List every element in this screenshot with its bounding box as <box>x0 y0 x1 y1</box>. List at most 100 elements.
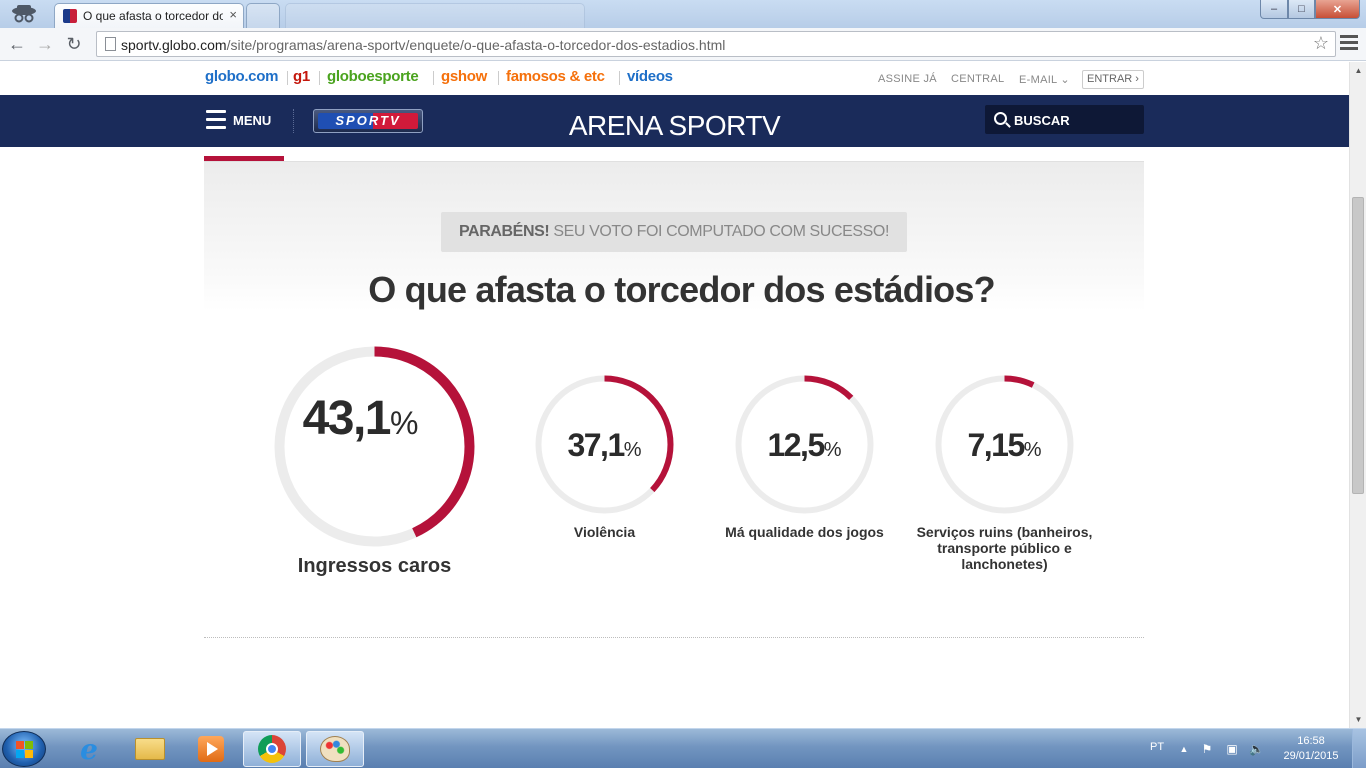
paint-icon <box>320 736 350 762</box>
vote-success-message: PARABÉNS! SEU VOTO FOI COMPUTADO COM SUC… <box>441 212 907 252</box>
poll-result-violencia: 37,1% Violência <box>534 374 675 574</box>
program-title: ARENA SPORTV <box>568 110 781 141</box>
result-donut <box>535 375 674 514</box>
link-gshow[interactable]: gshow <box>441 68 487 85</box>
entrar-label: ENTRAR <box>1087 73 1133 85</box>
success-text: SEU VOTO FOI COMPUTADO COM SUCESSO! <box>553 223 890 240</box>
chevron-right-icon: › <box>1132 73 1139 85</box>
globo-network-bar: globo.com g1 globoesporte gshow famosos … <box>0 62 1349 95</box>
start-button[interactable] <box>2 731 46 767</box>
percent-unit: % <box>823 439 842 461</box>
windows-logo-icon <box>16 741 34 759</box>
link-assine[interactable]: ASSINE JÁ <box>878 73 937 85</box>
volume-icon[interactable]: 🔈 <box>1249 742 1264 756</box>
menu-button-label[interactable]: MENU <box>233 113 272 128</box>
percent-unit: % <box>623 439 642 461</box>
separator <box>498 71 499 85</box>
minimize-button[interactable]: – <box>1260 0 1288 19</box>
link-famosos[interactable]: famosos & etc <box>506 68 605 85</box>
email-label: E-MAIL <box>1019 74 1058 86</box>
result-label: Violência <box>573 524 636 540</box>
page-scrollbar[interactable]: ▲ ▼ <box>1349 62 1366 728</box>
result-donut <box>735 375 874 514</box>
link-email[interactable]: E-MAIL ⌄ <box>1019 73 1070 86</box>
browser-toolbar: ← → ↻ sportv.globo.com/site/programas/ar… <box>0 28 1366 61</box>
language-indicator[interactable]: PT <box>1150 741 1165 753</box>
chrome-menu-icon[interactable] <box>1340 35 1358 53</box>
tab-active[interactable]: O que afasta o torcedor dos estádios × <box>54 3 244 28</box>
percent-value: 7,15 <box>967 427 1025 463</box>
result-donut <box>935 375 1074 514</box>
donut-arc <box>535 375 674 514</box>
new-tab-button[interactable] <box>246 3 280 28</box>
separator <box>319 71 320 85</box>
result-donut <box>274 346 475 547</box>
show-desktop-button[interactable] <box>1352 729 1366 768</box>
taskbar-media-player[interactable] <box>182 731 240 767</box>
taskbar-paint[interactable] <box>306 731 364 767</box>
entrar-button[interactable]: ENTRAR › <box>1082 70 1144 89</box>
tray-expand-icon[interactable]: ▲ <box>1179 744 1189 754</box>
chevron-down-icon: ⌄ <box>1057 74 1070 86</box>
content-divider <box>204 637 1144 638</box>
link-central[interactable]: CENTRAL <box>951 73 1005 85</box>
search-button[interactable]: BUSCAR <box>985 105 1144 134</box>
url-text[interactable]: sportv.globo.com/site/programas/arena-sp… <box>121 37 725 53</box>
donut-arc <box>735 375 874 514</box>
bookmark-star-icon[interactable]: ☆ <box>1312 33 1329 53</box>
sportv-favicon <box>63 9 77 23</box>
success-bold: PARABÉNS! <box>458 223 550 240</box>
poll-result-servicos-ruins: 7,15% Serviços ruins (banheiros, transpo… <box>917 374 1092 574</box>
search-label: BUSCAR <box>1014 113 1070 128</box>
poll-section: PARABÉNS! SEU VOTO FOI COMPUTADO COM SUC… <box>204 147 1144 727</box>
section-accent-bar <box>204 156 284 161</box>
incognito-icon <box>12 5 36 23</box>
address-bar[interactable]: sportv.globo.com/site/programas/arena-sp… <box>96 31 1336 57</box>
tab-close-icon[interactable]: × <box>229 7 237 22</box>
scroll-up-arrow-icon[interactable]: ▲ <box>1354 66 1363 75</box>
donut-arc <box>935 375 1074 514</box>
link-globoesporte[interactable]: globoesporte <box>327 68 419 85</box>
reload-icon[interactable]: ↻ <box>66 34 82 54</box>
folder-icon <box>135 738 165 760</box>
clock-time: 16:58 <box>1297 735 1325 747</box>
search-icon <box>994 112 1007 125</box>
maximize-button[interactable]: □ <box>1288 0 1315 19</box>
taskbar-internet-explorer[interactable]: e <box>60 731 118 767</box>
result-percent: 7,15% <box>934 427 1075 464</box>
url-path: /site/programas/arena-sportv/enquete/o-q… <box>226 37 726 53</box>
tab-title: O que afasta o torcedor dos estádios <box>83 9 223 23</box>
sportv-header: MENU SPORTV ARENA SPORTV BUSCAR <box>0 95 1349 147</box>
link-videos[interactable]: vídeos <box>627 68 673 85</box>
link-g1[interactable]: g1 <box>293 68 310 85</box>
logo-text: SPORTV <box>318 113 418 129</box>
poll-question: O que afasta o torcedor dos estádios? <box>368 269 995 310</box>
link-globo-com[interactable]: globo.com <box>205 68 279 85</box>
network-icon[interactable]: ▣ <box>1226 742 1238 756</box>
result-label: Ingressos caros <box>297 555 452 577</box>
scroll-down-arrow-icon[interactable]: ▼ <box>1354 715 1363 724</box>
poll-result-ingressos-caros: 43,1% Ingressos caros <box>273 345 476 585</box>
chrome-icon <box>258 735 286 763</box>
system-clock[interactable]: 16:58 29/01/2015 <box>1278 734 1344 764</box>
separator <box>433 71 434 85</box>
action-center-flag-icon[interactable]: ⚑ <box>1201 742 1213 756</box>
separator <box>619 71 620 85</box>
poll-result-ma-qualidade: 12,5% Má qualidade dos jogos <box>725 374 884 574</box>
taskbar-chrome[interactable] <box>243 731 301 767</box>
percent-unit: % <box>389 405 419 441</box>
header-divider <box>293 109 294 133</box>
hamburger-menu-icon[interactable] <box>206 110 226 130</box>
back-arrow-icon[interactable]: ← <box>8 34 26 54</box>
percent-unit: % <box>1023 439 1042 461</box>
percent-value: 12,5 <box>767 427 825 463</box>
scroll-thumb[interactable] <box>1352 197 1364 494</box>
clock-date: 29/01/2015 <box>1283 750 1339 762</box>
taskbar-explorer[interactable] <box>121 731 179 767</box>
result-percent: 43,1% <box>259 391 462 446</box>
forward-arrow-icon[interactable]: → <box>36 34 54 54</box>
page-icon <box>105 37 116 51</box>
result-label: Má qualidade dos jogos <box>725 524 884 540</box>
close-window-button[interactable]: ✕ <box>1315 0 1360 19</box>
sportv-logo[interactable]: SPORTV <box>313 109 423 133</box>
